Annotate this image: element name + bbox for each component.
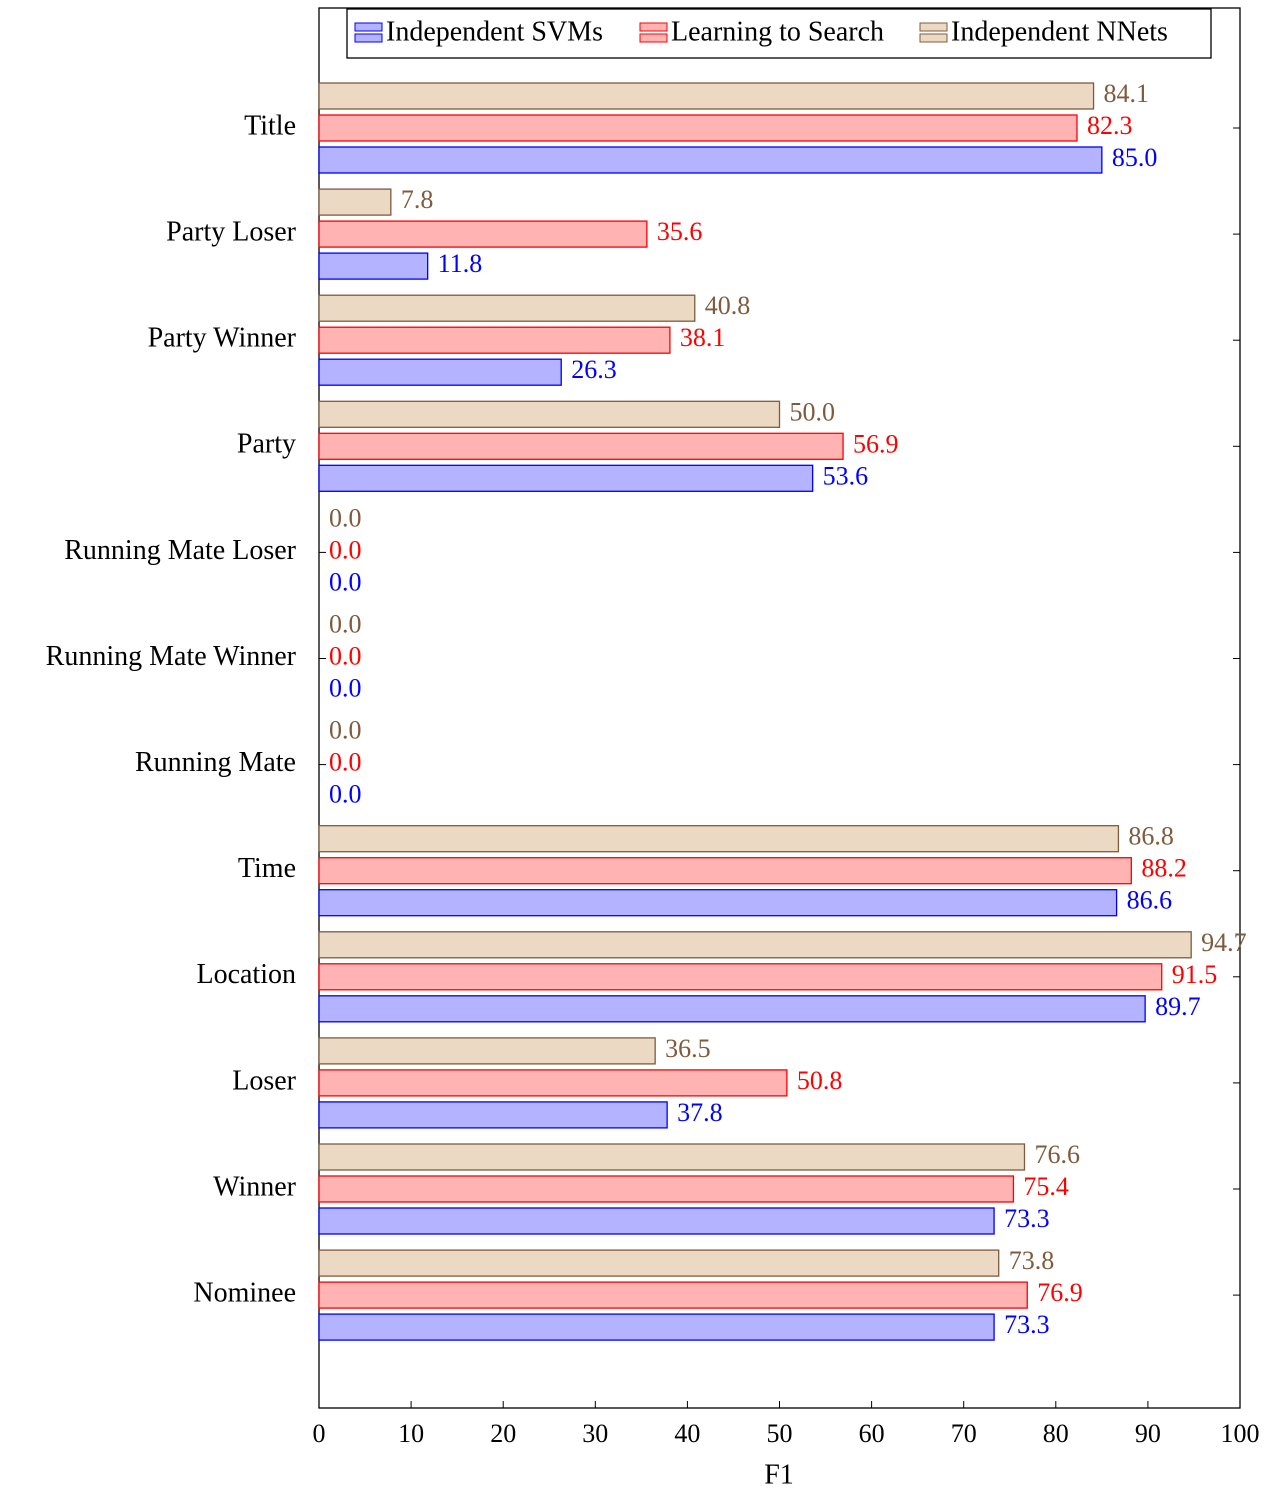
- value-label: 73.3: [1004, 1204, 1050, 1233]
- value-label: 38.1: [680, 323, 726, 352]
- value-label: 86.8: [1128, 822, 1174, 851]
- bar: [318, 963, 1163, 991]
- y-tick-label: Location: [196, 959, 296, 990]
- x-tick-label: 70: [951, 1419, 977, 1448]
- y-tick-label: Party Loser: [166, 217, 297, 248]
- value-label: 26.3: [571, 355, 617, 384]
- x-tick-label: 90: [1135, 1419, 1161, 1448]
- value-label: 86.6: [1127, 886, 1173, 915]
- value-label: 73.8: [1009, 1246, 1055, 1275]
- value-label: 84.1: [1104, 79, 1150, 108]
- y-tick-label: Title: [244, 110, 296, 141]
- x-tick-label: 30: [582, 1419, 608, 1448]
- bar: [318, 432, 844, 460]
- value-label: 0.0: [329, 503, 362, 532]
- x-tick-label: 40: [674, 1419, 700, 1448]
- legend-label: Independent SVMs: [386, 16, 603, 47]
- bar: [318, 1037, 656, 1065]
- bar: [318, 252, 429, 280]
- bar: [318, 931, 1192, 959]
- value-label: 11.8: [438, 249, 483, 278]
- legend-swatch: [919, 33, 948, 43]
- value-label: 75.4: [1023, 1172, 1069, 1201]
- value-label: 36.5: [665, 1034, 711, 1063]
- y-tick-label: Loser: [232, 1065, 296, 1096]
- x-tick-label: 0: [313, 1419, 326, 1448]
- value-label: 37.8: [677, 1098, 723, 1127]
- value-label: 89.7: [1155, 992, 1201, 1021]
- x-tick-label: 60: [859, 1419, 885, 1448]
- legend-swatch: [354, 22, 383, 32]
- value-label: 7.8: [401, 185, 434, 214]
- bar: [318, 220, 648, 248]
- bar: [318, 188, 392, 216]
- bar: [318, 825, 1120, 853]
- x-tick-label: 100: [1221, 1419, 1260, 1448]
- value-label: 0.0: [329, 716, 362, 745]
- legend-swatch: [639, 22, 668, 32]
- y-tick-label: Party Winner: [148, 323, 297, 354]
- legend-box: [346, 8, 1212, 59]
- bar: [318, 1101, 668, 1129]
- legend-swatch: [354, 33, 383, 43]
- y-tick-label: Nominee: [193, 1278, 296, 1309]
- value-label: 76.6: [1034, 1140, 1080, 1169]
- bar: [318, 995, 1146, 1023]
- value-label: 85.0: [1112, 143, 1158, 172]
- y-tick-label: Running Mate Loser: [64, 535, 296, 566]
- bar: [318, 1249, 1000, 1277]
- bar: [318, 1313, 995, 1341]
- bar: [318, 400, 781, 428]
- bar: [318, 1069, 788, 1097]
- value-label: 40.8: [705, 291, 751, 320]
- value-label: 94.7: [1201, 928, 1247, 957]
- bar: [318, 326, 671, 354]
- value-label: 0.0: [329, 673, 362, 702]
- value-label: 56.9: [853, 429, 899, 458]
- x-tick-label: 80: [1043, 1419, 1069, 1448]
- value-label: 35.6: [657, 217, 703, 246]
- bar: [318, 358, 562, 386]
- x-axis-label: F1: [764, 1459, 794, 1490]
- y-tick-label: Winner: [213, 1171, 297, 1202]
- value-label: 0.0: [329, 567, 362, 596]
- value-label: 0.0: [329, 748, 362, 777]
- x-tick-label: 50: [767, 1419, 793, 1448]
- x-tick-label: 10: [398, 1419, 424, 1448]
- legend-swatch: [639, 33, 668, 43]
- bar: [318, 1175, 1015, 1203]
- value-label: 53.6: [823, 461, 869, 490]
- value-label: 82.3: [1087, 111, 1133, 140]
- value-label: 50.0: [790, 397, 836, 426]
- legend-swatch: [919, 22, 948, 32]
- value-label: 0.0: [329, 780, 362, 809]
- bar: [318, 82, 1095, 110]
- value-label: 0.0: [329, 609, 362, 638]
- legend-label: Independent NNets: [951, 16, 1168, 47]
- bar: [318, 1281, 1028, 1309]
- value-label: 0.0: [329, 535, 362, 564]
- bar: [318, 889, 1118, 917]
- bar: [318, 1207, 995, 1235]
- bar: [318, 1143, 1026, 1171]
- value-label: 50.8: [797, 1066, 843, 1095]
- bar: [318, 857, 1132, 885]
- value-label: 88.2: [1141, 854, 1187, 883]
- value-label: 0.0: [329, 641, 362, 670]
- y-tick-label: Party: [237, 429, 296, 460]
- y-tick-label: Running Mate: [135, 747, 296, 778]
- bar: [318, 464, 814, 492]
- y-tick-label: Time: [238, 853, 296, 884]
- bar: [318, 294, 696, 322]
- value-label: 73.3: [1004, 1310, 1050, 1339]
- x-tick-label: 20: [490, 1419, 516, 1448]
- value-label: 76.9: [1037, 1278, 1083, 1307]
- y-tick-label: Running Mate Winner: [46, 641, 297, 672]
- legend-label: Learning to Search: [671, 16, 884, 47]
- bar: [318, 114, 1078, 142]
- bar: [318, 146, 1103, 174]
- value-label: 91.5: [1172, 960, 1218, 989]
